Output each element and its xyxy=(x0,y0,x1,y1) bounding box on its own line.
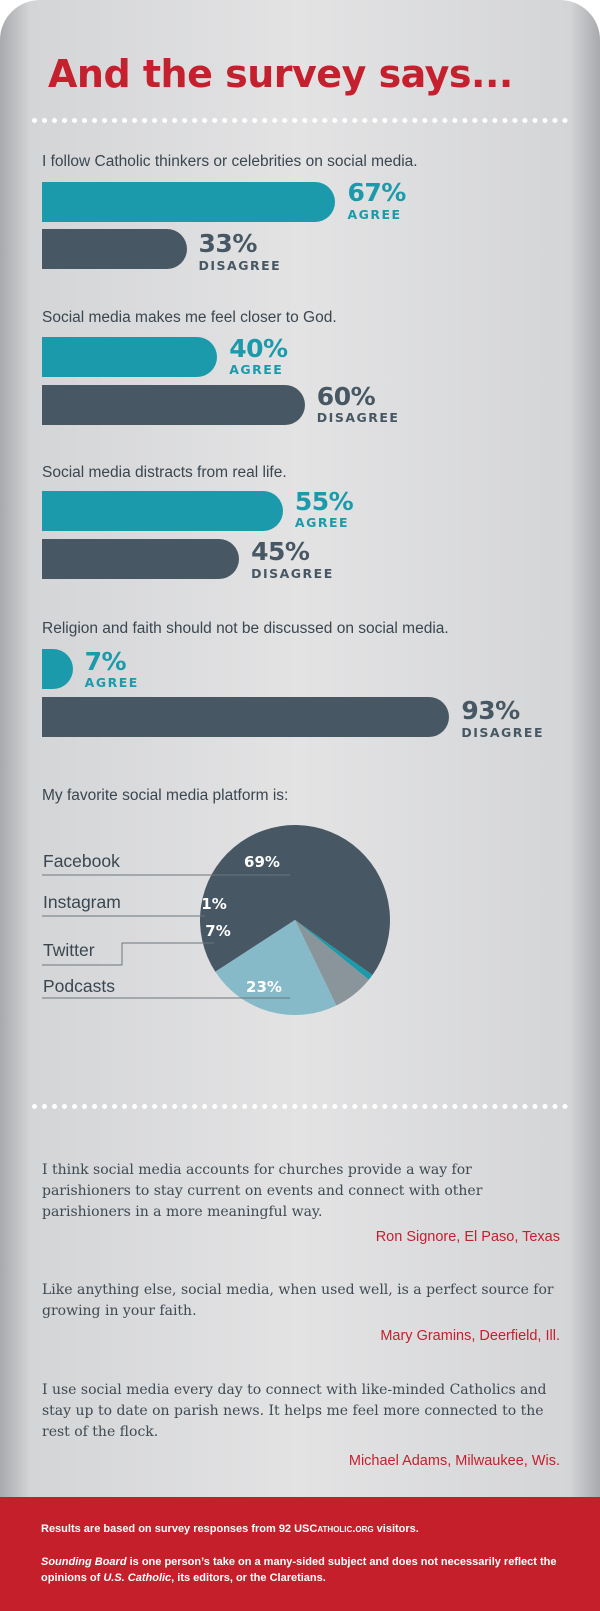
disclaimer-text: is one person’s take on a many-sided sub… xyxy=(41,1556,557,1584)
pie-chart-title: My favorite social media platform is: xyxy=(42,787,289,804)
agree-percent-label: 67% xyxy=(347,178,406,207)
disagree-category-label: DISAGREE xyxy=(461,725,544,740)
agree-bar xyxy=(42,182,336,222)
pie-slice-twitter xyxy=(295,920,369,1006)
quote-author: Ron Signore, El Paso, Texas xyxy=(375,1229,560,1245)
disclaimer-suffix: , its editors, or the Claretians. xyxy=(171,1572,326,1584)
footer-band: Results are based on survey responses fr… xyxy=(0,1497,600,1611)
agree-category-label: AGREE xyxy=(229,362,284,377)
question-text: Religion and faith should not be discuss… xyxy=(42,620,449,637)
disagree-percent-label: 93% xyxy=(461,696,520,725)
disagree-bar xyxy=(42,697,450,737)
disagree-bar xyxy=(42,539,240,579)
pie-percent-label: 1% xyxy=(201,895,226,913)
disclaimer-note: Sounding Board is one person’s take on a… xyxy=(41,1554,571,1586)
quote-text: Like anything else, social media, when u… xyxy=(42,1282,554,1319)
pie-legend-label: Twitter xyxy=(43,940,95,960)
quote-text: I think social media accounts for church… xyxy=(42,1162,483,1220)
brand-usc: USC xyxy=(294,1523,318,1535)
agree-bar xyxy=(42,649,73,689)
pie-percent-label: 23% xyxy=(246,978,282,996)
disagree-percent-label: 33% xyxy=(198,229,258,258)
pie-legend-label: Facebook xyxy=(43,851,120,871)
pie-legend-label: Podcasts xyxy=(43,976,115,996)
survey-source-note: Results are based on survey responses fr… xyxy=(41,1523,419,1535)
disagree-category-label: DISAGREE xyxy=(251,566,334,581)
disagree-percent-label: 45% xyxy=(251,537,310,566)
agree-percent-label: 40% xyxy=(229,334,288,363)
pie-slice-facebook xyxy=(200,825,390,976)
disagree-bar xyxy=(42,229,187,269)
pie-percent-label: 7% xyxy=(205,922,230,940)
agree-category-label: AGREE xyxy=(294,515,350,530)
pie-percent-label: 69% xyxy=(244,853,280,871)
question-text: Social media distracts from real life. xyxy=(42,464,287,481)
magazine-name: U.S. Catholic xyxy=(103,1572,172,1584)
brand-org: ORG xyxy=(355,1525,374,1534)
pie-slice-instagram xyxy=(295,920,373,980)
quote-author: Michael Adams, Milwaukee, Wis. xyxy=(348,1453,560,1469)
disagree-percent-label: 60% xyxy=(316,382,376,411)
agree-category-label: AGREE xyxy=(84,675,139,690)
disagree-bar xyxy=(42,385,305,425)
platform-pie-chart: 69% 1% 7% 23% Facebook Instagram Twitter Podcas… xyxy=(0,820,600,1040)
question-text: I follow Catholic thinkers or celebritie… xyxy=(42,153,418,170)
agree-category-label: AGREE xyxy=(347,207,402,222)
pie-chart-svg: 69% 1% 7% 23% Facebook Instagram Twitter Podcas… xyxy=(42,825,390,1015)
disagree-category-label: DISAGREE xyxy=(316,410,400,425)
brand-dot: . xyxy=(352,1523,356,1535)
pie-legend-label: Instagram xyxy=(43,892,121,912)
dotted-divider-bottom xyxy=(32,1104,568,1109)
quote-author: Mary Gramins, Deerfield, Ill. xyxy=(380,1328,560,1344)
agree-bar xyxy=(42,491,283,531)
pie-leader-line xyxy=(42,942,214,966)
dotted-divider-top xyxy=(32,118,568,123)
page-title: And the survey says... xyxy=(48,52,513,96)
agree-percent-label: 55% xyxy=(294,487,354,516)
agree-percent-label: 7% xyxy=(84,647,127,676)
quote-text: I use social media every day to connect … xyxy=(42,1382,547,1440)
source-note-text: Results are based on survey responses fr… xyxy=(41,1523,295,1535)
pie-slice-podcasts xyxy=(215,920,337,1015)
source-note-suffix: visitors. xyxy=(373,1523,419,1535)
brand-atholic: ATHOLIC xyxy=(317,1525,353,1534)
sounding-board-name: Sounding Board xyxy=(41,1556,127,1568)
question-text: Social media makes me feel closer to God… xyxy=(42,309,337,326)
disagree-category-label: DISAGREE xyxy=(198,258,282,273)
agree-bar xyxy=(42,337,218,377)
content-panel xyxy=(0,0,600,1497)
